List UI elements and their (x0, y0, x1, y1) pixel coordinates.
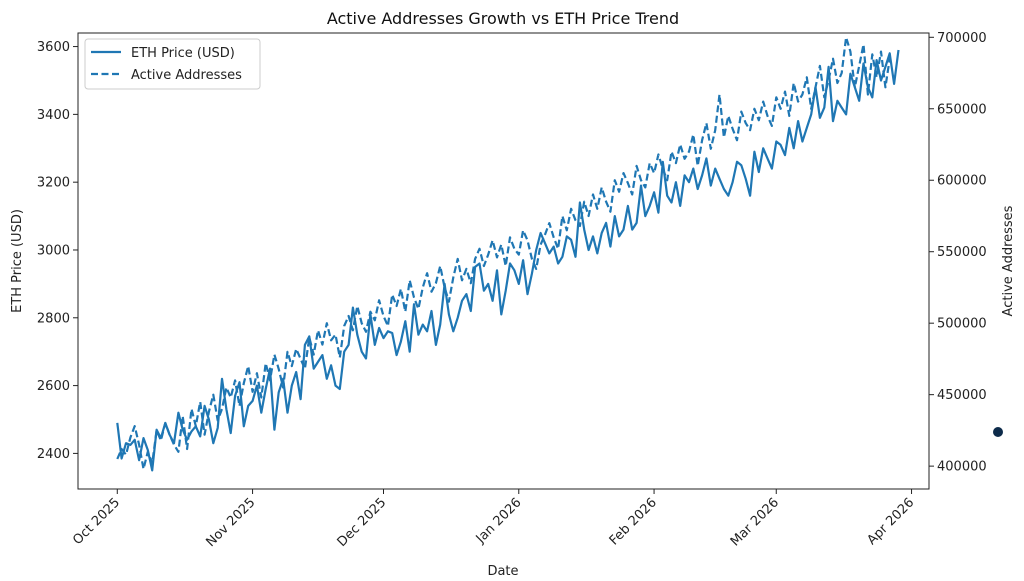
x-tick-label: Feb 2026 (607, 495, 660, 548)
y-right-tick-label: 700000 (937, 31, 987, 46)
series-line-active-addresses (116, 36, 891, 471)
y-axis-left-title: ETH Price (USD) (10, 209, 25, 313)
y-left-tick-label: 2600 (37, 379, 70, 394)
x-axis: Oct 2025 Nov 2025 Dec 2025 Jan 2026 Feb 2026… (70, 489, 917, 550)
x-axis-title: Date (487, 564, 518, 579)
cursor-dot (993, 427, 1003, 437)
x-tick-label: Apr 2026 (865, 495, 918, 548)
legend-label-eth-price: ETH Price (USD) (131, 46, 235, 61)
legend-box (84, 38, 261, 90)
y-left-tick-label: 2400 (37, 447, 70, 462)
x-tick-label: Oct 2025 (70, 495, 123, 548)
y-right-tick-label: 600000 (937, 174, 987, 189)
y-right-tick-label: 400000 (937, 460, 987, 475)
chart-title: Active Addresses Growth vs ETH Price Tre… (327, 9, 679, 28)
legend-label-active-addresses: Active Addresses (131, 68, 242, 83)
y-left-tick-label: 3600 (37, 40, 70, 55)
legend: ETH Price (USD) Active Addresses (84, 38, 261, 90)
y-axis-right-title: Active Addresses (1001, 205, 1016, 316)
y-left-tick-label: 2800 (37, 311, 70, 326)
x-tick-label: Mar 2026 (728, 495, 782, 549)
y-right-tick-label: 650000 (937, 102, 987, 117)
right-y-axis: 400000 450000 500000 550000 600000 650000 7000… (929, 31, 987, 475)
x-tick-label: Jan 2026 (473, 495, 525, 547)
x-tick-label: Dec 2025 (335, 495, 390, 550)
left-y-axis: 2400 2600 2800 3000 3200 3400 3600 (37, 40, 78, 462)
x-tick-label: Nov 2025 (204, 495, 259, 550)
y-right-tick-label: 550000 (937, 245, 987, 260)
plot-area (77, 32, 930, 490)
series-line-eth-price (116, 49, 900, 472)
y-right-tick-label: 450000 (937, 388, 987, 403)
y-right-tick-label: 500000 (937, 317, 987, 332)
y-left-tick-label: 3200 (37, 176, 70, 191)
y-left-tick-label: 3400 (37, 108, 70, 123)
y-left-tick-label: 3000 (37, 243, 70, 258)
